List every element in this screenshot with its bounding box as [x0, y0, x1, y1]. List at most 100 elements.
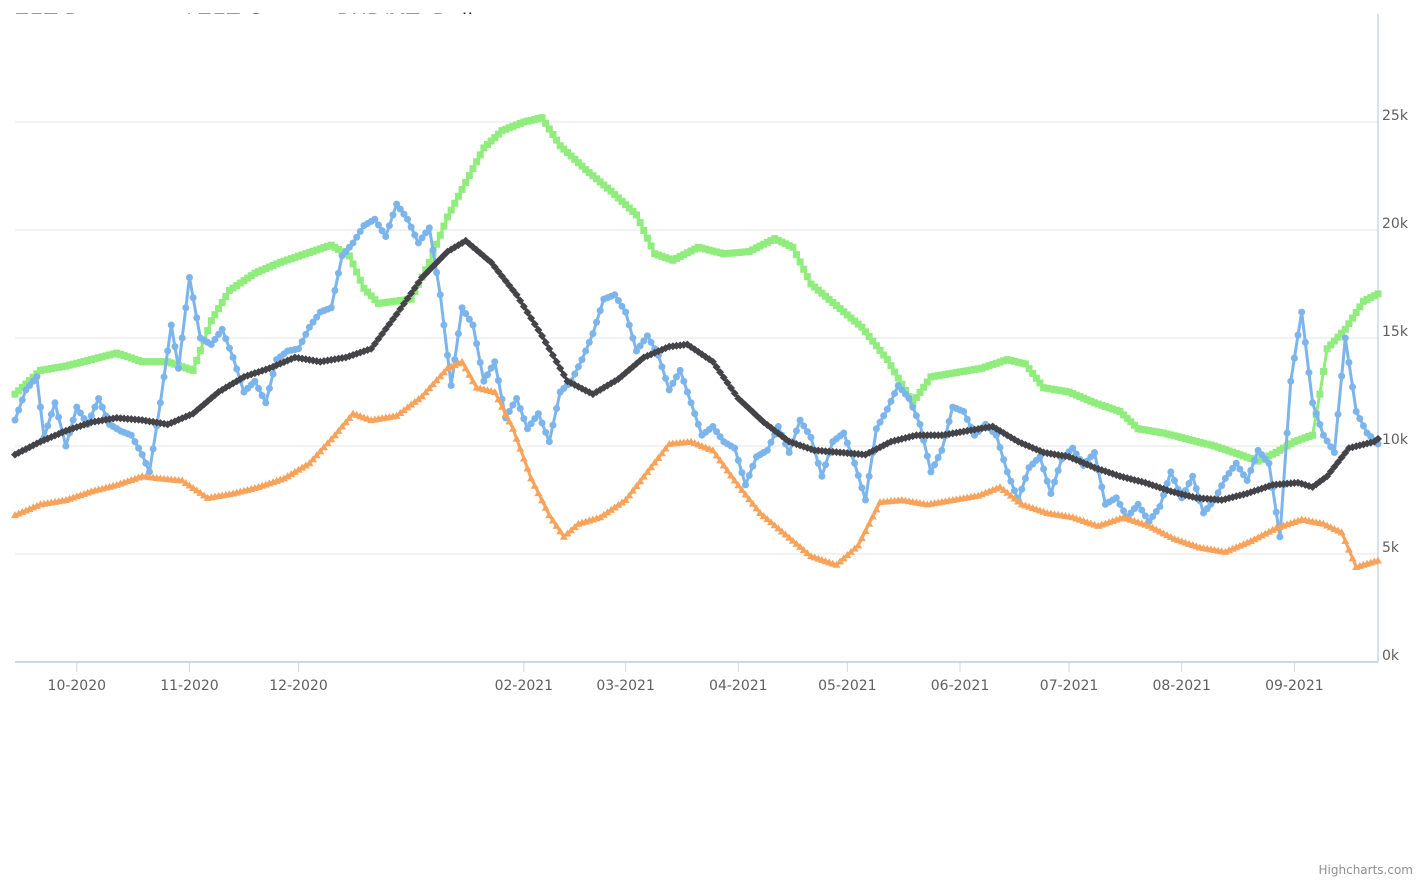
data-point	[730, 389, 739, 398]
data-point	[512, 434, 521, 442]
data-point	[923, 452, 931, 460]
data-point	[120, 352, 128, 360]
data-point	[742, 248, 750, 256]
data-point	[404, 215, 412, 223]
data-point	[327, 435, 336, 443]
data-point	[963, 415, 971, 423]
data-point	[876, 346, 884, 354]
data-point	[1243, 453, 1251, 461]
data-point	[836, 305, 844, 313]
data-point	[738, 248, 746, 256]
data-point	[269, 261, 277, 269]
data-point	[298, 251, 306, 259]
data-point	[1094, 400, 1102, 408]
data-point	[302, 250, 310, 258]
data-point	[1298, 308, 1306, 316]
credits-link[interactable]: Highcharts.com	[1318, 863, 1413, 877]
x-tick-label: 06-2021	[931, 678, 990, 694]
data-point	[418, 392, 427, 400]
data-point	[156, 399, 164, 407]
data-point	[102, 352, 110, 360]
data-point	[1160, 491, 1168, 499]
data-point	[778, 238, 786, 246]
data-point	[255, 384, 263, 392]
data-point	[1043, 384, 1051, 392]
data-point	[960, 407, 968, 415]
data-point	[1345, 358, 1353, 366]
data-point	[611, 291, 619, 299]
data-point	[1330, 462, 1339, 471]
data-point	[763, 446, 771, 454]
data-point	[1305, 369, 1313, 377]
data-point	[280, 257, 288, 265]
data-point	[378, 227, 386, 235]
data-point	[1040, 384, 1048, 392]
data-point	[367, 344, 376, 353]
data-point	[236, 279, 244, 287]
data-point	[447, 382, 455, 390]
data-point	[222, 293, 230, 301]
data-point	[305, 323, 313, 331]
data-point	[665, 255, 673, 263]
data-point	[938, 371, 946, 379]
data-point	[1290, 354, 1298, 362]
data-point	[316, 245, 324, 253]
data-point	[1341, 448, 1350, 457]
data-point	[131, 438, 139, 446]
data-point	[1261, 529, 1270, 537]
data-point	[519, 454, 528, 462]
data-point	[516, 296, 525, 305]
data-point	[1185, 436, 1193, 444]
data-point	[752, 244, 760, 252]
data-point	[399, 299, 408, 308]
data-point	[636, 477, 645, 485]
data-point	[559, 370, 568, 379]
data-point	[687, 399, 695, 407]
data-point	[748, 499, 757, 507]
data-point	[55, 363, 63, 371]
data-point	[393, 200, 401, 208]
data-point	[822, 461, 830, 469]
data-point	[534, 489, 543, 497]
data-point	[215, 305, 223, 313]
data-point	[698, 244, 706, 252]
data-point	[473, 158, 481, 166]
data-point	[175, 364, 183, 372]
data-point	[1323, 437, 1331, 445]
data-point	[643, 467, 652, 475]
data-point	[327, 304, 335, 312]
data-point	[807, 433, 815, 441]
data-point	[662, 254, 670, 262]
data-point	[633, 211, 641, 219]
data-point	[880, 412, 888, 420]
data-point	[789, 243, 797, 251]
data-point	[814, 459, 822, 467]
data-point	[345, 413, 354, 421]
data-point	[811, 283, 819, 291]
data-point	[1134, 425, 1142, 433]
data-point	[1200, 439, 1208, 447]
data-point	[229, 353, 237, 361]
data-point	[578, 356, 586, 364]
x-tick-label: 05-2021	[818, 678, 877, 694]
series-2	[11, 200, 1382, 541]
data-point	[1130, 421, 1138, 429]
data-point	[662, 374, 670, 382]
data-point	[469, 165, 477, 173]
data-point	[265, 263, 273, 271]
data-point	[1370, 292, 1378, 300]
data-point	[26, 377, 34, 385]
data-point	[680, 251, 688, 259]
data-point	[1003, 488, 1012, 496]
data-point	[716, 433, 724, 441]
data-point	[1210, 442, 1218, 450]
data-point	[818, 289, 826, 297]
data-point	[1265, 459, 1273, 467]
data-point	[1061, 387, 1069, 395]
data-point	[578, 162, 586, 170]
data-point	[1214, 443, 1222, 451]
data-point	[1196, 438, 1204, 446]
data-point	[567, 152, 575, 160]
data-point	[967, 366, 975, 374]
data-point	[269, 370, 277, 378]
